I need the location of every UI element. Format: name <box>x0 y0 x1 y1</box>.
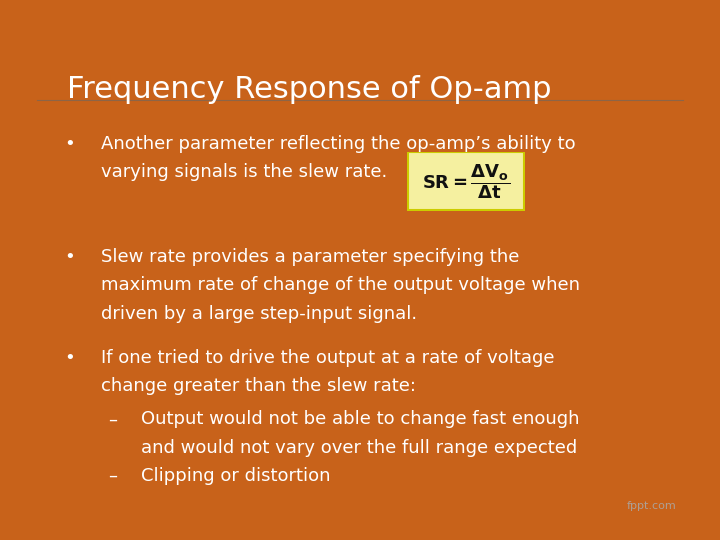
Text: Output would not be able to change fast enough: Output would not be able to change fast … <box>141 410 580 428</box>
FancyBboxPatch shape <box>408 152 523 210</box>
Text: If one tried to drive the output at a rate of voltage: If one tried to drive the output at a ra… <box>101 349 554 367</box>
Text: $\mathbf{SR = \dfrac{\Delta V_o}{\Delta t}}$: $\mathbf{SR = \dfrac{\Delta V_o}{\Delta … <box>422 162 510 201</box>
Text: Frequency Response of Op-amp: Frequency Response of Op-amp <box>68 76 552 104</box>
Text: fppt.com: fppt.com <box>626 501 676 511</box>
Text: maximum rate of change of the output voltage when: maximum rate of change of the output vol… <box>101 276 580 294</box>
Text: •: • <box>64 248 75 266</box>
Text: –: – <box>108 467 117 485</box>
Text: Clipping or distortion: Clipping or distortion <box>141 467 331 485</box>
Text: varying signals is the slew rate.: varying signals is the slew rate. <box>101 163 387 181</box>
Text: •: • <box>64 134 75 153</box>
Text: •: • <box>64 349 75 367</box>
Text: and would not vary over the full range expected: and would not vary over the full range e… <box>141 439 577 457</box>
Text: change greater than the slew rate:: change greater than the slew rate: <box>101 377 416 395</box>
Text: Slew rate provides a parameter specifying the: Slew rate provides a parameter specifyin… <box>101 248 519 266</box>
Text: –: – <box>108 410 117 428</box>
Text: driven by a large step-input signal.: driven by a large step-input signal. <box>101 305 417 323</box>
Text: Another parameter reflecting the op-amp’s ability to: Another parameter reflecting the op-amp’… <box>101 134 576 153</box>
